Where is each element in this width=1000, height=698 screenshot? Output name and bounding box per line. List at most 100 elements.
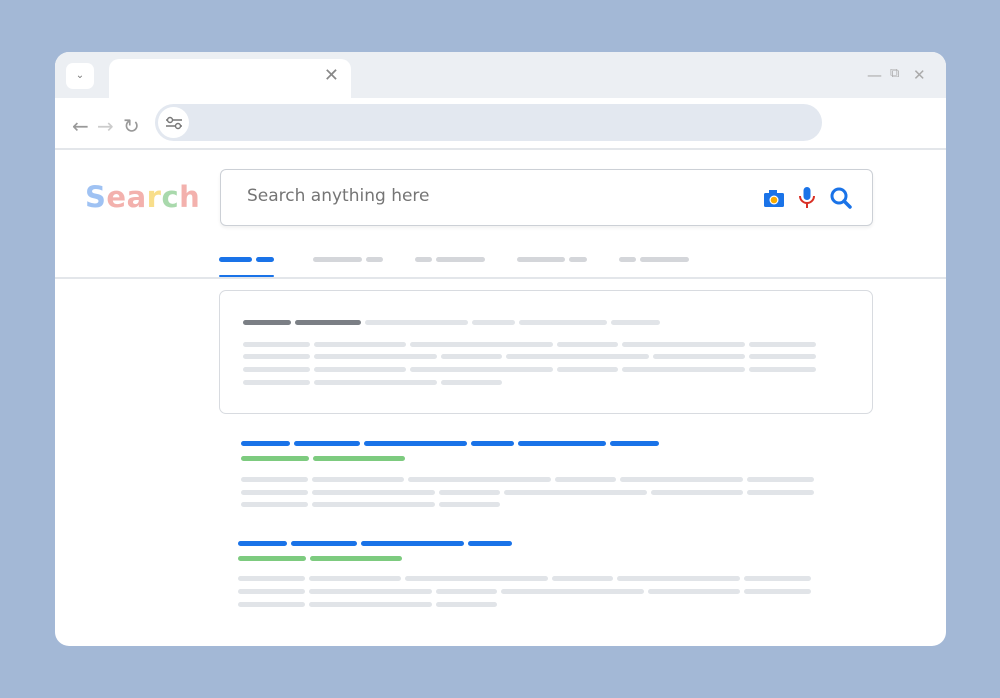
snippet-line <box>410 342 553 347</box>
logo-letter: a <box>126 180 147 214</box>
restore-icon[interactable]: ⧉ <box>890 66 900 81</box>
search-input[interactable] <box>247 186 667 206</box>
snippet-line <box>241 502 308 507</box>
minimize-icon[interactable]: — <box>867 66 882 84</box>
tab-placeholder <box>569 257 587 262</box>
result-title-link <box>610 441 659 446</box>
snippet-line <box>312 490 435 495</box>
result-url <box>241 456 309 461</box>
snippet-line <box>744 576 811 581</box>
tab-placeholder <box>313 257 362 262</box>
result-url <box>238 556 306 561</box>
snippet-line <box>241 477 308 482</box>
snippet-line <box>314 367 406 372</box>
result-title-link <box>238 541 287 546</box>
snippet-line <box>238 576 305 581</box>
snippet-line <box>238 602 305 607</box>
snippet-line <box>439 490 500 495</box>
snippet-line <box>506 354 649 359</box>
snippet-line <box>651 490 743 495</box>
snippet-line <box>555 477 616 482</box>
snippet-line <box>309 576 401 581</box>
snippet-line <box>749 342 816 347</box>
forward-arrow-icon[interactable]: → <box>97 114 114 138</box>
snippet-line <box>436 589 497 594</box>
result-url <box>313 456 405 461</box>
result-title-link <box>241 441 290 446</box>
card-title-line <box>295 320 361 325</box>
snippet-line <box>617 576 740 581</box>
snippet-line <box>744 589 811 594</box>
snippet-line <box>552 576 613 581</box>
close-window-icon[interactable]: ✕ <box>913 66 926 84</box>
search-logo: Search <box>85 180 200 214</box>
tab-placeholder <box>415 257 432 262</box>
snippet-line <box>314 354 437 359</box>
tab-menu-button[interactable]: ⌄ <box>66 63 94 89</box>
snippet-line <box>312 477 404 482</box>
browser-window: ⌄ ✕ — ⧉ ✕ ← → ↻ Search <box>55 52 946 646</box>
reload-icon[interactable]: ↻ <box>123 114 140 138</box>
snippet-line <box>749 367 816 372</box>
featured-result-card[interactable] <box>219 290 873 414</box>
search-box[interactable] <box>220 169 873 226</box>
browser-tab[interactable]: ✕ <box>109 59 351 99</box>
snippet-line <box>243 342 310 347</box>
snippet-line <box>410 367 553 372</box>
logo-letter: S <box>85 180 107 214</box>
microphone-icon[interactable] <box>797 186 817 210</box>
snippet-line <box>648 589 740 594</box>
tab-placeholder <box>436 257 485 262</box>
snippet-line <box>309 589 432 594</box>
snippet-line <box>238 589 305 594</box>
result-title-link <box>518 441 606 446</box>
card-title-line <box>519 320 607 325</box>
card-title-line <box>611 320 660 325</box>
snippet-line <box>243 367 310 372</box>
tab-placeholder <box>619 257 636 262</box>
snippet-line <box>557 342 618 347</box>
result-title-link <box>361 541 464 546</box>
result-title-link <box>291 541 357 546</box>
chevron-down-icon: ⌄ <box>75 70 85 81</box>
logo-letter: h <box>179 180 201 214</box>
tab-placeholder <box>517 257 565 262</box>
snippet-line <box>501 589 644 594</box>
snippet-line <box>747 490 814 495</box>
snippet-line <box>309 602 432 607</box>
logo-letter: c <box>161 180 180 214</box>
tune-settings-icon[interactable] <box>158 107 189 138</box>
tab-placeholder <box>366 257 383 262</box>
tab-all-active <box>219 257 252 262</box>
result-title-link <box>468 541 512 546</box>
camera-icon[interactable] <box>763 189 785 208</box>
search-icon[interactable] <box>829 186 853 210</box>
snippet-line <box>405 576 548 581</box>
snippet-line <box>441 354 502 359</box>
card-title-line <box>472 320 515 325</box>
snippet-line <box>620 477 743 482</box>
snippet-line <box>314 380 437 385</box>
snippet-line <box>408 477 551 482</box>
snippet-line <box>436 602 497 607</box>
snippet-line <box>241 490 308 495</box>
tabs-divider <box>55 277 946 279</box>
snippet-line <box>439 502 500 507</box>
address-bar[interactable] <box>155 104 822 141</box>
card-title-line <box>365 320 468 325</box>
tab-placeholder <box>640 257 689 262</box>
snippet-line <box>749 354 816 359</box>
active-tab-underline <box>219 275 274 277</box>
result-title-link <box>471 441 514 446</box>
snippet-line <box>312 502 435 507</box>
tab-all-active <box>256 257 274 262</box>
back-arrow-icon[interactable]: ← <box>72 114 89 138</box>
toolbar-divider <box>55 148 946 150</box>
result-url <box>310 556 402 561</box>
snippet-line <box>622 367 745 372</box>
snippet-line <box>622 342 745 347</box>
snippet-line <box>243 354 310 359</box>
close-icon[interactable]: ✕ <box>323 65 339 86</box>
snippet-line <box>557 367 618 372</box>
card-title-line <box>243 320 291 325</box>
